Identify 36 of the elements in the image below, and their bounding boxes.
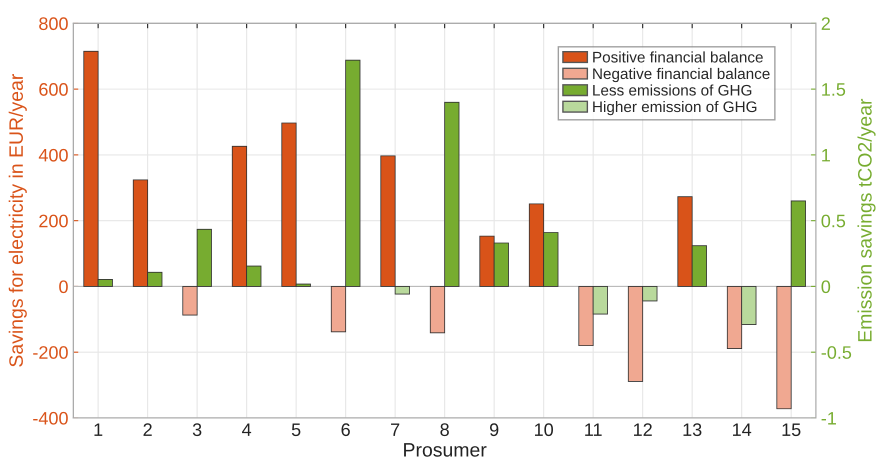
y-tick-label: 0 — [59, 280, 68, 294]
y-tick-label: 800 — [39, 17, 68, 30]
x-tick-label: 12 — [634, 423, 652, 436]
x-tick-label: 1 — [94, 423, 102, 436]
x-tick-label: 14 — [733, 423, 752, 436]
y2-tick-label: 1.5 — [822, 83, 846, 96]
y-tick-label: 400 — [38, 148, 68, 162]
x-tick-label: 3 — [192, 423, 202, 436]
y2-tick-label: 2 — [822, 17, 830, 30]
x-tick-label: 9 — [490, 423, 498, 436]
x-tick-label: 11 — [585, 423, 602, 436]
y-tick-label: 200 — [39, 214, 68, 228]
y2-tick-label: 1 — [822, 149, 830, 162]
legend-label: Higher emission of GHG — [593, 100, 756, 116]
x-tick-label: 13 — [684, 423, 702, 436]
x-tick-label: 15 — [782, 423, 800, 436]
y2-axis-title: Emission savings tCO2/year — [857, 98, 876, 342]
legend-label: Less emissions of GHG — [593, 84, 752, 96]
y2-tick-label: 0.5 — [822, 214, 846, 228]
legend-label: Positive financial balance — [593, 51, 763, 63]
x-tick-label: 10 — [534, 423, 553, 436]
y-tick-label: -200 — [33, 346, 68, 359]
x-tick-label: 2 — [144, 423, 152, 436]
x-tick-label: 8 — [440, 423, 449, 436]
x-tick-label: 5 — [292, 423, 300, 436]
x-tick-label: 7 — [391, 423, 400, 436]
x-tick-label: 6 — [342, 423, 350, 436]
y-tick-label: 600 — [39, 83, 68, 96]
y2-tick-label: -1 — [822, 412, 836, 425]
y2-tick-label: -0.5 — [822, 346, 852, 359]
y2-tick-label: 0 — [822, 280, 830, 294]
x-tick-label: 4 — [242, 423, 252, 436]
legend-label: Negative financial balance — [593, 68, 770, 82]
x-axis-title: Prosumer — [404, 443, 486, 457]
y-tick-label: -400 — [33, 412, 68, 425]
y-axis-title: Savings for electricity in EUR/year — [8, 74, 27, 367]
